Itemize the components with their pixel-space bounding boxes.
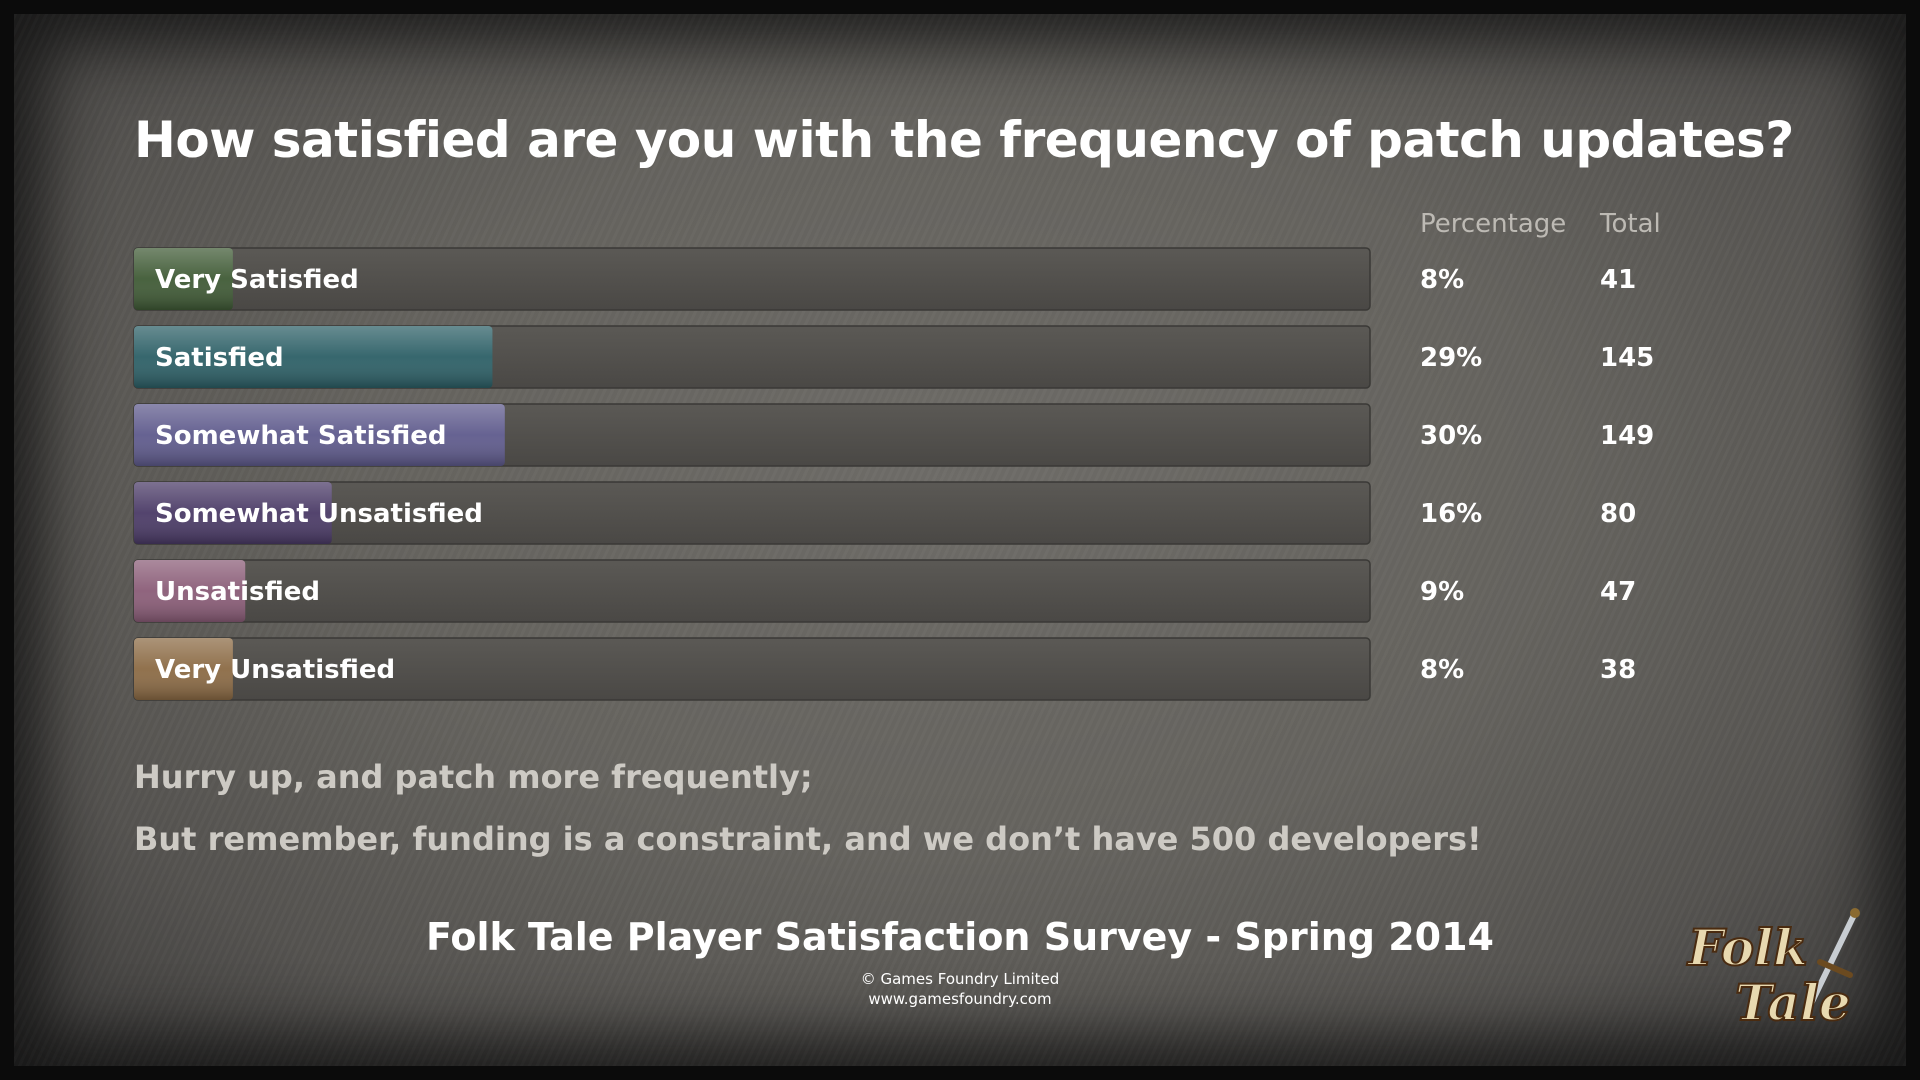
sword-icon (1805, 908, 1860, 1013)
bar-fill-gloss (134, 560, 246, 622)
bar-category-label: Very Unsatisfied (155, 655, 395, 685)
bars-group: Very Satisfied 8% 41 Satisfied 29% 145 Somewha… (133, 247, 1654, 701)
bar-fill-gloss (134, 638, 233, 700)
bar-total-label: 41 (1600, 265, 1636, 295)
footer-copyright: © Games Foundry Limited (861, 970, 1060, 988)
logo-line-tale: Tale (1735, 973, 1851, 1032)
bar-percentage-label: 8% (1420, 655, 1464, 685)
folk-tale-logo: Folk Tale (1685, 908, 1860, 1033)
bar-percentage-label: 16% (1420, 499, 1482, 529)
bar-category-label: Somewhat Satisfied (155, 421, 446, 451)
bar-category-label: Very Satisfied (155, 265, 359, 295)
bar-row: Very Satisfied 8% 41 (133, 247, 1636, 311)
bar-category-label: Unsatisfied (155, 577, 320, 607)
bar-percentage-label: 8% (1420, 265, 1464, 295)
logo-line-folk: Folk (1686, 918, 1808, 977)
bar-row: Very Unsatisfied 8% 38 (133, 637, 1636, 701)
bar-total-label: 38 (1600, 655, 1636, 685)
note-line-1: Hurry up, and patch more frequently; (134, 758, 813, 796)
bar-row: Satisfied 29% 145 (133, 325, 1654, 389)
percentage-column-header: Percentage (1420, 209, 1566, 239)
bar-fill-gloss (134, 482, 332, 544)
bar-row: Somewhat Satisfied 30% 149 (133, 403, 1654, 467)
bar-category-label: Somewhat Unsatisfied (155, 499, 483, 529)
bar-percentage-label: 29% (1420, 343, 1482, 373)
bar-category-label: Satisfied (155, 343, 284, 373)
footer-title: Folk Tale Player Satisfaction Survey - S… (426, 915, 1494, 959)
bar-total-label: 149 (1600, 421, 1654, 451)
bar-fill-gloss (134, 248, 233, 310)
chart-title: How satisfied are you with the frequency… (134, 111, 1794, 169)
bar-fill-gloss (134, 404, 505, 466)
bar-percentage-label: 30% (1420, 421, 1482, 451)
total-column-header: Total (1599, 209, 1661, 239)
bar-total-label: 145 (1600, 343, 1654, 373)
bar-total-label: 47 (1600, 577, 1636, 607)
footer-url: www.gamesfoundry.com (868, 990, 1051, 1008)
note-line-2: But remember, funding is a constraint, a… (134, 820, 1482, 858)
bar-fill-gloss (134, 326, 493, 388)
bar-total-label: 80 (1600, 499, 1636, 529)
bar-row: Somewhat Unsatisfied 16% 80 (133, 481, 1636, 545)
bar-percentage-label: 9% (1420, 577, 1464, 607)
bar-row: Unsatisfied 9% 47 (133, 559, 1636, 623)
